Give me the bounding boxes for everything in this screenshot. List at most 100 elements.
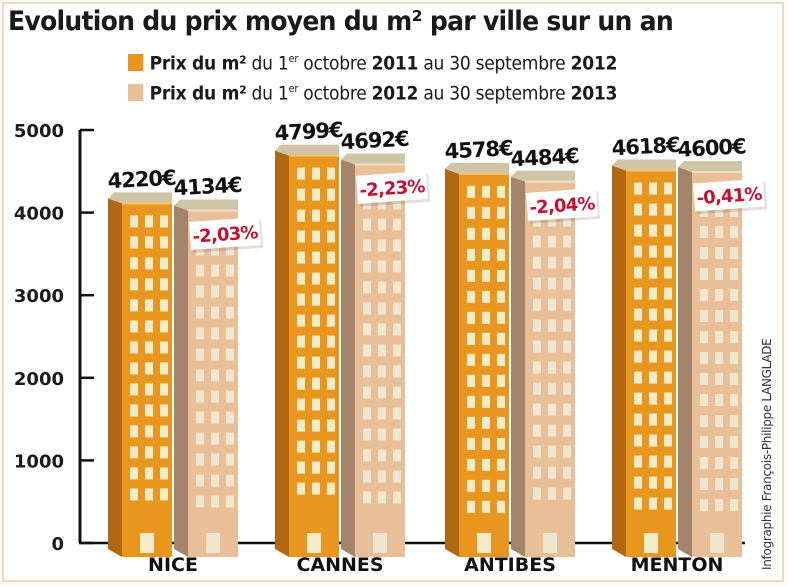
building-menton-2013-window bbox=[730, 499, 738, 512]
building-menton-2012-window bbox=[634, 455, 642, 468]
building-menton-2013-window bbox=[715, 457, 723, 470]
building-menton-2012-window bbox=[634, 203, 642, 216]
building-cannes-2013-window bbox=[378, 239, 386, 252]
building-antibes-2012-window bbox=[467, 248, 475, 261]
building-antibes-2012-window bbox=[467, 416, 475, 429]
building-menton-2013-window bbox=[730, 268, 738, 281]
building-nice-2012-window bbox=[145, 467, 153, 480]
building-nice-2013-window bbox=[211, 264, 219, 277]
building-antibes-2012-window bbox=[467, 374, 475, 387]
building-antibes-2012-window bbox=[482, 374, 490, 387]
building-menton-2013-roof bbox=[678, 161, 742, 173]
building-cannes-2012-window bbox=[312, 440, 320, 453]
building-cannes-2012-window bbox=[312, 167, 320, 180]
building-menton-2013-window bbox=[730, 478, 738, 491]
building-cannes-2012-window bbox=[312, 230, 320, 243]
building-nice-2013-window bbox=[211, 474, 219, 487]
building-menton-2013-window bbox=[730, 436, 738, 449]
x-tick-label-cannes: CANNES bbox=[296, 554, 383, 576]
legend-swatch-2012 bbox=[128, 54, 144, 72]
building-antibes-2012-window bbox=[497, 374, 505, 387]
building-menton-2012-window bbox=[634, 476, 642, 489]
building-nice-2012-window bbox=[130, 383, 138, 396]
building-cannes-2013-window bbox=[378, 449, 386, 462]
building-menton-2012-window bbox=[649, 266, 657, 279]
building-nice-2013-roof bbox=[174, 199, 238, 211]
building-cannes-2013-door bbox=[373, 533, 387, 553]
building-cannes-2013-window bbox=[393, 491, 401, 504]
building-antibes-2012-door bbox=[477, 533, 491, 553]
building-antibes-2013-window bbox=[563, 424, 571, 437]
building-menton-2012-window bbox=[664, 476, 672, 489]
credit-text: Infographie François-Philippe LANGLADE bbox=[760, 338, 774, 570]
building-antibes-2013-window bbox=[548, 424, 556, 437]
chart-title: Evolution du prix moyen du m² par ville … bbox=[8, 6, 674, 37]
building-cannes-2012-window bbox=[327, 209, 335, 222]
building-antibes-2012-window bbox=[482, 500, 490, 513]
building-cannes-2013-window bbox=[378, 260, 386, 273]
building-cannes-2012-window bbox=[327, 293, 335, 306]
building-cannes-2012 bbox=[275, 144, 339, 557]
building-menton-2012-window bbox=[649, 476, 657, 489]
building-cannes-2012-window bbox=[297, 356, 305, 369]
building-nice-2013-window bbox=[196, 348, 204, 361]
building-menton-2012 bbox=[612, 159, 676, 557]
building-antibes-2013-window bbox=[563, 214, 571, 227]
building-menton-2013-window bbox=[715, 478, 723, 491]
building-nice-2013-window bbox=[196, 453, 204, 466]
building-menton-2012-window bbox=[649, 371, 657, 384]
y-tick-label-0: 0 bbox=[51, 534, 64, 555]
building-nice-2012-window bbox=[160, 404, 168, 417]
building-nice-2012-window bbox=[160, 425, 168, 438]
building-nice-2013-window bbox=[226, 474, 234, 487]
building-antibes-2013-window bbox=[548, 487, 556, 500]
building-menton-2012-window bbox=[634, 245, 642, 258]
building-menton-2012-window bbox=[634, 329, 642, 342]
building-nice-2012-window bbox=[145, 446, 153, 459]
building-cannes-2013-window bbox=[378, 344, 386, 357]
building-menton-2012-window bbox=[649, 455, 657, 468]
value-label-antibes-2012: 4578€ bbox=[444, 136, 514, 164]
building-antibes-2013-window bbox=[533, 403, 541, 416]
building-menton-2012-window bbox=[649, 224, 657, 237]
building-menton-2012-window bbox=[664, 434, 672, 447]
change-badge-antibes: -2,04% bbox=[526, 188, 601, 224]
building-cannes-2012-window bbox=[312, 293, 320, 306]
building-cannes-2013-window bbox=[363, 449, 371, 462]
building-menton-2012-window bbox=[634, 497, 642, 510]
building-cannes-2013-window bbox=[393, 281, 401, 294]
building-cannes-2012-window bbox=[327, 230, 335, 243]
legend-item-2012-2013: Prix du m² du 1er octobre 2012 au 30 sep… bbox=[128, 82, 617, 104]
building-antibes-2012-window bbox=[482, 458, 490, 471]
building-nice-2013 bbox=[174, 199, 238, 557]
building-nice-2013-window bbox=[211, 369, 219, 382]
building-menton-2013-window bbox=[730, 415, 738, 428]
building-antibes-2012 bbox=[445, 162, 509, 558]
building-menton-2013-window bbox=[700, 352, 708, 365]
building-antibes-2012-window bbox=[497, 269, 505, 282]
building-cannes-2013-side bbox=[341, 159, 355, 557]
building-antibes-2012-window bbox=[482, 227, 490, 240]
building-menton-2013-window bbox=[730, 289, 738, 302]
building-menton-2013-window bbox=[700, 436, 708, 449]
building-antibes-2013-window bbox=[533, 340, 541, 353]
building-nice-2013-side bbox=[174, 205, 188, 557]
building-antibes-2013-window bbox=[563, 340, 571, 353]
building-antibes-2012-window bbox=[482, 479, 490, 492]
building-cannes-2013-window bbox=[393, 218, 401, 231]
building-antibes-2013-window bbox=[548, 466, 556, 479]
building-menton-2013-window bbox=[730, 226, 738, 239]
building-menton-2013-door bbox=[710, 533, 724, 553]
building-menton-2012-window bbox=[664, 497, 672, 510]
building-antibes-2013-window bbox=[533, 487, 541, 500]
building-cannes-2012-window bbox=[312, 419, 320, 432]
building-antibes-2013-window bbox=[563, 277, 571, 290]
building-cannes-2013-window bbox=[393, 470, 401, 483]
building-menton-2012-window bbox=[634, 392, 642, 405]
building-cannes-2012-window bbox=[327, 419, 335, 432]
building-cannes-2012-window bbox=[297, 167, 305, 180]
building-antibes-2013-window bbox=[563, 403, 571, 416]
building-nice-2013-window bbox=[196, 264, 204, 277]
building-antibes-2012-window bbox=[482, 206, 490, 219]
building-menton-2012-window bbox=[649, 392, 657, 405]
